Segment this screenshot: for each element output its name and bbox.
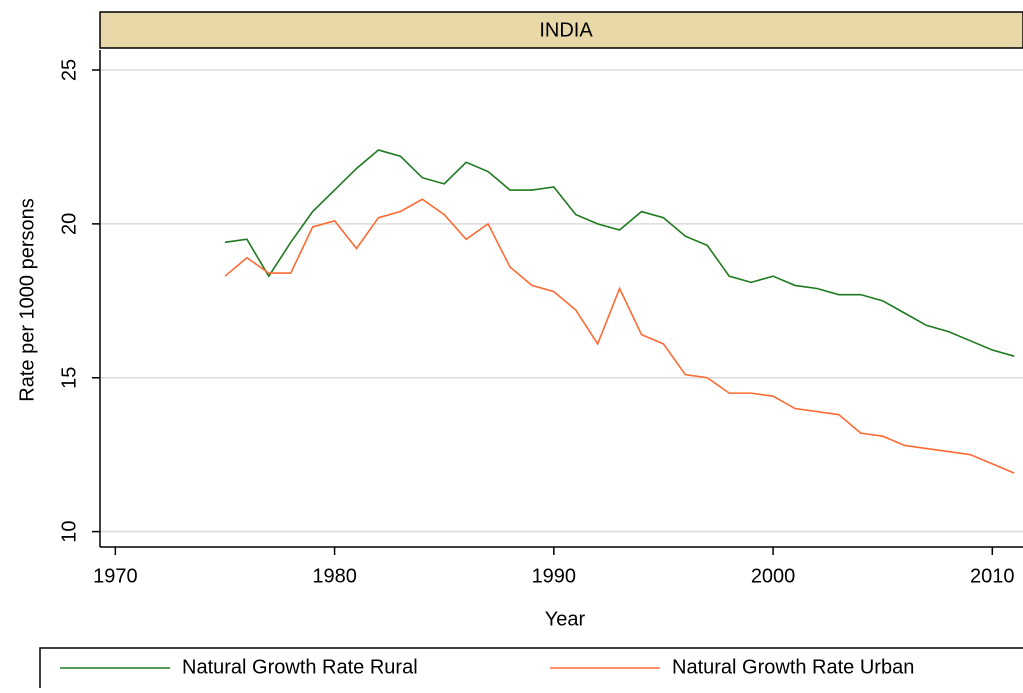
y-tick-label: 15 [58,367,80,389]
y-tick-label: 10 [58,520,80,542]
x-tick-label: 1970 [93,565,138,587]
y-tick-label: 20 [58,213,80,235]
x-tick-label: 2000 [751,565,796,587]
legend-label: Natural Growth Rate Urban [672,656,914,678]
legend-label: Natural Growth Rate Rural [182,656,418,678]
legend-box [39,647,1023,693]
y-tick-label: 25 [58,59,80,81]
x-tick-label: 2010 [970,565,1015,587]
series-line [224,149,1015,357]
chart-title: INDIA [539,19,593,41]
x-axis-label: Year [545,608,586,630]
x-tick-label: 1980 [312,565,357,587]
series-line [224,198,1015,474]
panel-header [99,11,1023,49]
y-axis-label: Rate per 1000 persons [16,198,38,401]
x-tick-label: 1990 [532,565,577,587]
